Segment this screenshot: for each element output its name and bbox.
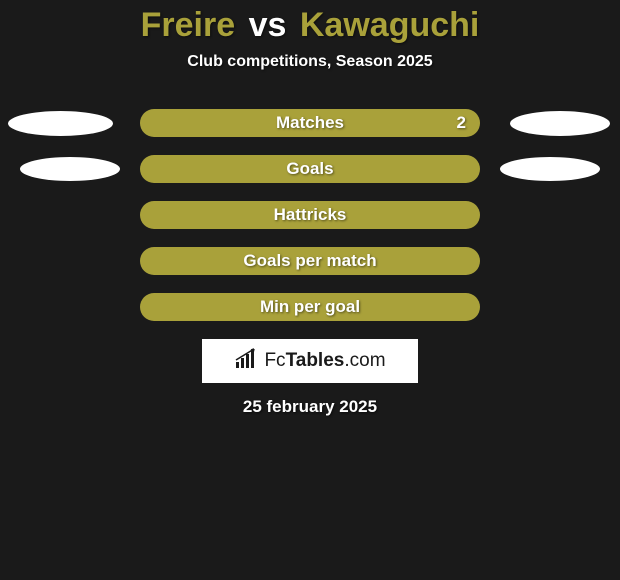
date-text: 25 february 2025 [0, 397, 620, 417]
stat-row: Matches 2 [0, 109, 620, 137]
stat-row: Goals per match [0, 247, 620, 275]
stat-row: Min per goal [0, 293, 620, 321]
left-ellipse [8, 111, 113, 136]
logo-box: FcTables.com [202, 339, 418, 383]
stat-label: Goals per match [243, 251, 376, 271]
title-vs: vs [249, 6, 287, 44]
page-title: Freire vs Kawaguchi [0, 0, 620, 45]
stat-pill: Matches 2 [140, 109, 480, 137]
title-player2: Kawaguchi [300, 6, 479, 44]
stat-value-right: 2 [457, 113, 466, 133]
stats-container: Matches 2 Goals Hattricks Goals per match Min… [0, 109, 620, 321]
stat-label: Min per goal [260, 297, 360, 317]
stat-label: Matches [276, 113, 344, 133]
stat-label: Goals [286, 159, 333, 179]
stat-row: Goals [0, 155, 620, 183]
right-ellipse [510, 111, 610, 136]
stat-pill: Goals [140, 155, 480, 183]
stat-pill: Min per goal [140, 293, 480, 321]
logo-prefix: Fc [264, 350, 285, 372]
logo-suffix: .com [344, 350, 385, 372]
logo-text: FcTables.com [264, 350, 385, 372]
stat-pill: Hattricks [140, 201, 480, 229]
stat-pill: Goals per match [140, 247, 480, 275]
logo-main: Tables [286, 350, 345, 372]
subtitle: Club competitions, Season 2025 [0, 53, 620, 71]
title-player1: Freire [141, 6, 236, 44]
stat-row: Hattricks [0, 201, 620, 229]
right-ellipse [500, 157, 600, 181]
stat-label: Hattricks [274, 205, 347, 225]
left-ellipse [20, 157, 120, 181]
bar-chart-icon [234, 348, 260, 375]
